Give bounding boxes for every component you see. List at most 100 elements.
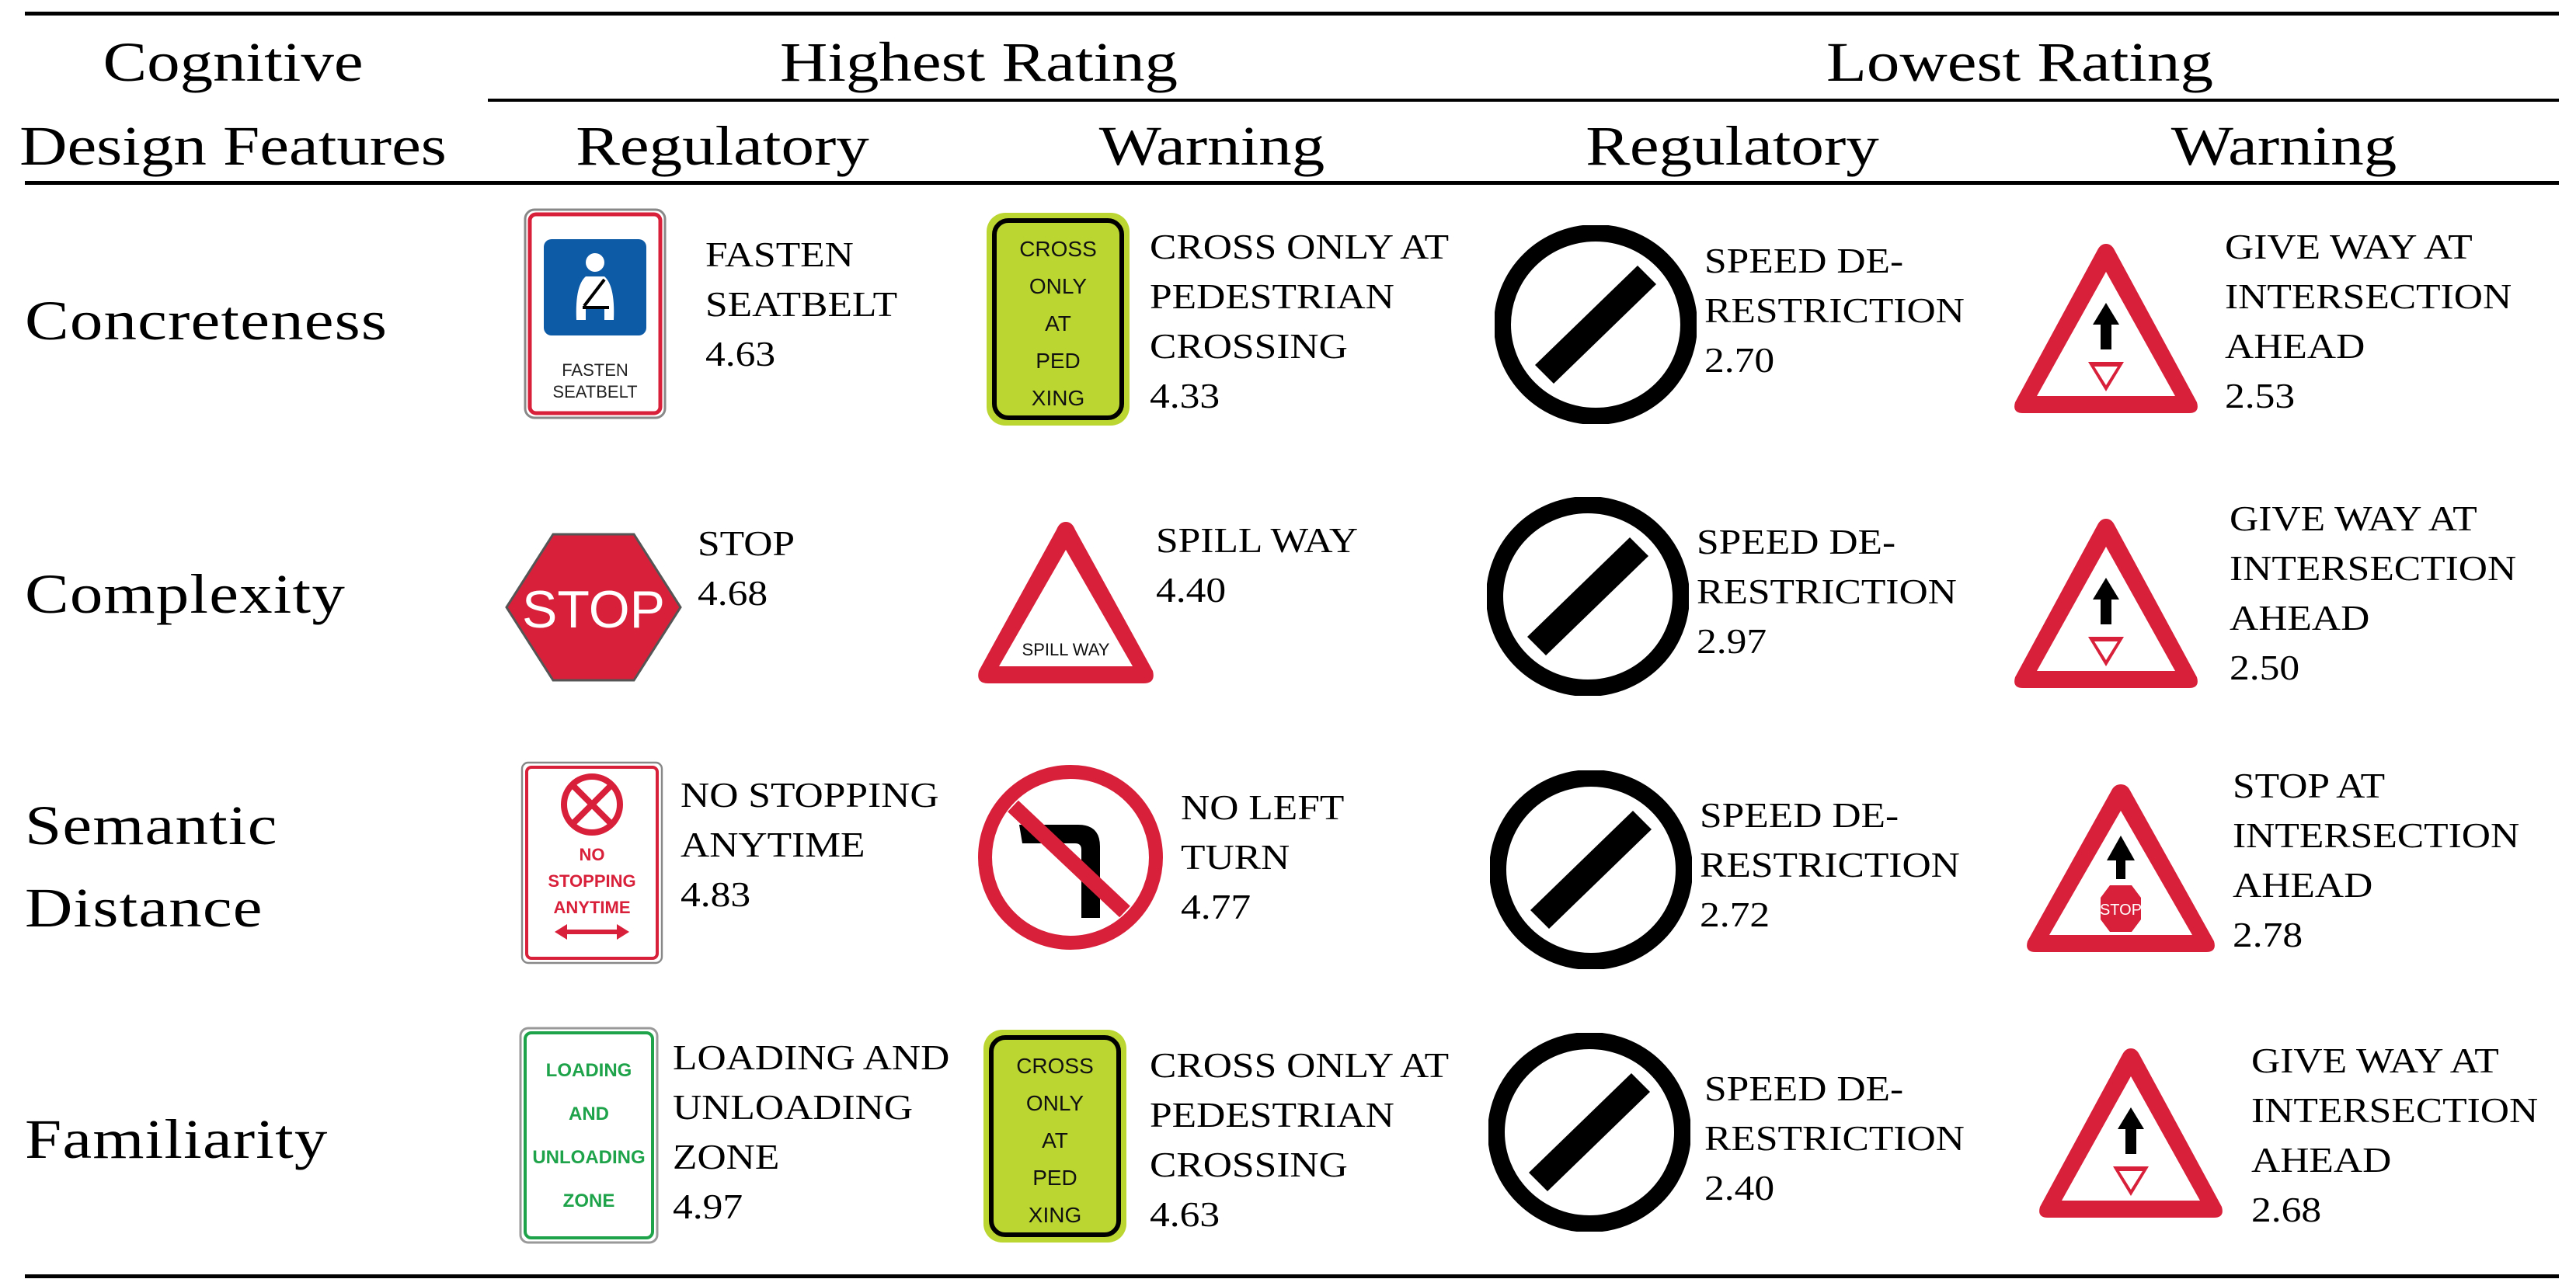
sign-name-line: RESTRICTION (1697, 572, 1957, 611)
cell-concreteness-low-regulatory: SPEED DE- RESTRICTION 2.70 (1704, 236, 1965, 385)
sign-name-line: CROSS ONLY AT (1150, 227, 1450, 266)
no-stopping-anytime-sign-icon: NO STOPPING ANYTIME (520, 761, 663, 964)
sign-name-line: LOADING AND (673, 1037, 950, 1077)
give-way-at-intersection-ahead-sign-icon (2007, 509, 2205, 696)
sign-name-line: INTERSECTION (2225, 276, 2512, 316)
sign-name-line: NO LEFT (1181, 787, 1345, 827)
sign-text: PED (1032, 1166, 1077, 1190)
sign-text: AT (1042, 1128, 1068, 1152)
sign-name-line: INTERSECTION (2230, 548, 2517, 588)
row-label-semantic-distance: Semantic Distance (25, 784, 278, 949)
rating-value: 2.97 (1697, 621, 1767, 661)
highest-rating-underline (488, 99, 1476, 102)
sign-name-line: ANYTIME (681, 825, 865, 864)
rating-value: 2.70 (1704, 340, 1775, 380)
cell-complexity-low-warning: GIVE WAY AT INTERSECTION AHEAD 2.50 (2230, 494, 2516, 693)
rating-value: 4.33 (1150, 376, 1220, 415)
speed-derestriction-sign-icon (1488, 1033, 1690, 1232)
cell-semantic-distance-low-regulatory: SPEED DE- RESTRICTION 2.72 (1700, 791, 1960, 940)
sign-text: ONLY (1029, 274, 1087, 298)
cell-complexity-low-regulatory: SPEED DE- RESTRICTION 2.97 (1697, 517, 1957, 666)
cell-concreteness-high-warning: CROSS ONLY AT PEDESTRIAN CROSSING 4.33 (1150, 222, 1449, 421)
sign-text: SEATBELT (552, 382, 637, 401)
rating-value: 2.50 (2230, 648, 2300, 687)
sign-name-line: SPEED DE- (1704, 241, 1904, 280)
cell-complexity-high-regulatory: STOP 4.68 (698, 519, 795, 618)
sign-name-line: AHEAD (2251, 1140, 2392, 1180)
stop-sign-icon: STOP (503, 531, 684, 683)
sign-name-line: INTERSECTION (2251, 1090, 2539, 1130)
row-label-concreteness: Concreteness (25, 290, 388, 352)
sign-text: UNLOADING (532, 1147, 645, 1168)
stop-at-intersection-ahead-sign-icon: STOP (2020, 777, 2222, 960)
sign-text: AT (1045, 311, 1071, 335)
row-label-familiarity: Familiarity (25, 1108, 329, 1170)
sign-text: ONLY (1026, 1091, 1084, 1115)
sign-name-line: UNLOADING (673, 1087, 914, 1127)
speed-derestriction-sign-icon (1495, 225, 1697, 424)
bottom-rule (25, 1274, 2559, 1278)
header-design-features: Design Features (19, 115, 447, 177)
sign-text: XING (1029, 1203, 1081, 1227)
row-label-complexity: Complexity (25, 563, 346, 625)
sign-name-line: AHEAD (2233, 865, 2373, 905)
sign-text: PED (1036, 349, 1081, 373)
cell-semantic-distance-high-warning: NO LEFT TURN 4.77 (1181, 783, 1344, 932)
header-lowest-rating: Lowest Rating (1826, 31, 2213, 93)
rating-value: 2.68 (2251, 1190, 2322, 1229)
sign-name-line: STOP (698, 523, 795, 563)
sign-name-line: CROSSING (1150, 1145, 1348, 1184)
header-highest-rating: Highest Rating (779, 31, 1178, 93)
rating-value: 2.72 (1700, 895, 1770, 934)
rating-value: 4.97 (673, 1187, 743, 1226)
sign-text: STOPPING (548, 871, 635, 891)
sign-text: NO (580, 845, 605, 864)
spill-way-sign-icon: SPILL WAY (971, 516, 1161, 691)
sign-name-line: TURN (1181, 837, 1290, 877)
cell-complexity-high-warning: SPILL WAY 4.40 (1156, 516, 1358, 615)
sign-name-line: STOP AT (2233, 766, 2386, 805)
header-highest-regulatory: Regulatory (576, 115, 869, 177)
sign-name-line: SEATBELT (705, 284, 898, 324)
sign-name-line: SPEED DE- (1704, 1069, 1904, 1108)
header-bottom-rule (25, 181, 2559, 185)
rating-value: 4.40 (1156, 570, 1227, 610)
no-left-turn-sign-icon (976, 763, 1165, 952)
header-cognitive: Cognitive (103, 31, 364, 93)
sign-name-line: GIVE WAY AT (2251, 1041, 2499, 1080)
sign-name-line: RESTRICTION (1700, 845, 1960, 885)
sign-text: STOP (522, 580, 665, 639)
sign-name-line: PEDESTRIAN (1150, 1095, 1394, 1135)
sign-name-line: INTERSECTION (2233, 815, 2520, 855)
cell-familiarity-high-warning: CROSS ONLY AT PEDESTRIAN CROSSING 4.63 (1150, 1041, 1449, 1239)
rating-value: 2.40 (1704, 1168, 1775, 1208)
sign-text: FASTEN (562, 360, 628, 380)
rating-value: 4.63 (1150, 1194, 1220, 1234)
sign-text: ANYTIME (554, 898, 631, 917)
sign-name-line: CROSS ONLY AT (1150, 1045, 1450, 1085)
header-lowest-regulatory: Regulatory (1586, 115, 1879, 177)
top-rule (25, 12, 2559, 16)
sign-text: CROSS (1019, 237, 1097, 261)
sign-name-line: FASTEN (705, 235, 854, 274)
rating-value: 4.63 (705, 334, 776, 374)
cell-familiarity-low-regulatory: SPEED DE- RESTRICTION 2.40 (1704, 1064, 1965, 1213)
sign-name-line: PEDESTRIAN (1150, 276, 1394, 316)
sign-name-line: AHEAD (2225, 326, 2365, 366)
row-label-line: Semantic (25, 794, 278, 857)
cell-concreteness-low-warning: GIVE WAY AT INTERSECTION AHEAD 2.53 (2225, 222, 2512, 421)
sign-name-line: RESTRICTION (1704, 1118, 1965, 1158)
sign-name-line: ZONE (673, 1137, 780, 1177)
speed-derestriction-sign-icon (1487, 497, 1689, 696)
sign-name-line: GIVE WAY AT (2230, 499, 2477, 538)
sign-name-line: SPEED DE- (1700, 795, 1899, 835)
sign-text: STOP (2100, 902, 2142, 919)
header-lowest-warning: Warning (2170, 115, 2397, 177)
cell-semantic-distance-low-warning: STOP AT INTERSECTION AHEAD 2.78 (2233, 761, 2519, 960)
sign-name-line: CROSSING (1150, 326, 1348, 366)
sign-text: CROSS (1016, 1054, 1094, 1078)
cross-only-at-ped-xing-sign-icon: CROSS ONLY AT PED XING (983, 210, 1133, 429)
row-label-line: Distance (25, 877, 263, 939)
rating-value: 4.83 (681, 874, 751, 914)
sign-text: SPILL WAY (1022, 640, 1110, 659)
